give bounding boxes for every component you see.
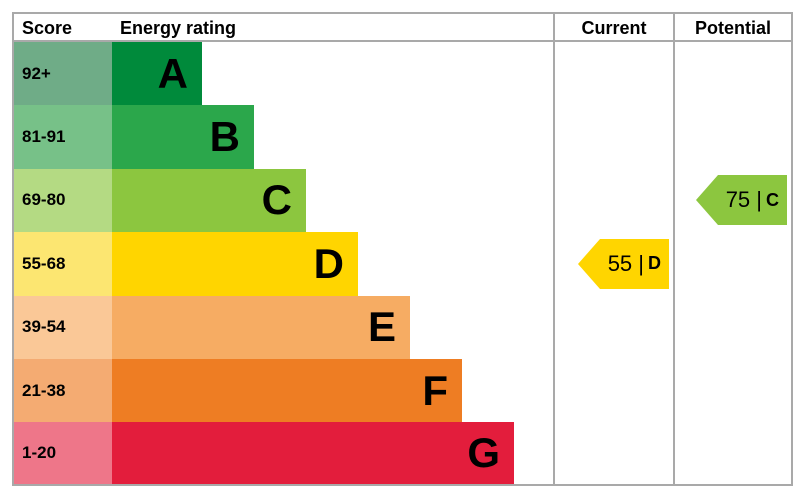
potential-column <box>673 359 793 422</box>
band-score-range: 39-54 <box>12 296 112 359</box>
potential-column <box>673 105 793 168</box>
header-score: Score <box>12 14 112 40</box>
band-bar-cell: F <box>112 359 553 422</box>
band-letter: B <box>210 113 240 161</box>
band-row-d: 55-68D55 | D <box>12 232 793 295</box>
current-column <box>553 422 673 483</box>
bands-container: 92+A81-91B69-80C75 | C55-68D55 | D39-54E… <box>12 42 793 486</box>
band-bar: G <box>112 422 514 483</box>
band-bar: C <box>112 169 306 232</box>
pointer-letter: C <box>766 190 779 211</box>
band-score-range: 92+ <box>12 42 112 105</box>
band-bar-cell: G <box>112 422 553 483</box>
band-bar: F <box>112 359 462 422</box>
pointer-score: 75 | <box>726 187 762 213</box>
band-score-range: 81-91 <box>12 105 112 168</box>
band-letter: E <box>368 303 396 351</box>
band-score-range: 21-38 <box>12 359 112 422</box>
current-column <box>553 105 673 168</box>
band-row-c: 69-80C75 | C <box>12 169 793 232</box>
band-bar-cell: E <box>112 296 553 359</box>
pointer-letter: D <box>648 253 661 274</box>
band-letter: D <box>314 240 344 288</box>
band-row-e: 39-54 E <box>12 296 793 359</box>
pointer-arrow-icon <box>578 239 600 289</box>
band-score-range: 55-68 <box>12 232 112 295</box>
band-letter: C <box>262 176 292 224</box>
potential-column <box>673 422 793 483</box>
band-bar: B <box>112 105 254 168</box>
current-column <box>553 296 673 359</box>
band-bar: A <box>112 42 202 105</box>
band-score-range: 69-80 <box>12 169 112 232</box>
current-column: 55 | D <box>553 232 673 295</box>
potential-column <box>673 232 793 295</box>
potential-column: 75 | C <box>673 169 793 232</box>
band-bar: E <box>112 296 410 359</box>
current-column <box>553 359 673 422</box>
header-rating: Energy rating <box>112 14 553 40</box>
current-pointer: 55 | D <box>578 239 669 289</box>
potential-pointer: 75 | C <box>696 175 787 225</box>
band-row-f: 21-38 F <box>12 359 793 422</box>
header-row: Score Energy rating Current Potential <box>12 12 793 42</box>
epc-energy-chart: Score Energy rating Current Potential 92… <box>12 12 793 488</box>
pointer-body: 55 | D <box>600 239 669 289</box>
band-bar-cell: D <box>112 232 553 295</box>
potential-column <box>673 296 793 359</box>
band-letter: F <box>422 367 448 415</box>
pointer-body: 75 | C <box>718 175 787 225</box>
current-column <box>553 169 673 232</box>
potential-column <box>673 42 793 105</box>
band-bar-cell: B <box>112 105 553 168</box>
pointer-arrow-icon <box>696 175 718 225</box>
current-column <box>553 42 673 105</box>
header-potential: Potential <box>673 14 793 40</box>
band-row-g: 1-20 G <box>12 422 793 485</box>
band-row-a: 92+ A <box>12 42 793 105</box>
band-bar: D <box>112 232 358 295</box>
band-letter: G <box>467 429 500 477</box>
header-current: Current <box>553 14 673 40</box>
band-letter: A <box>158 50 188 98</box>
band-row-b: 81-91 B <box>12 105 793 168</box>
band-score-range: 1-20 <box>12 422 112 483</box>
pointer-score: 55 | <box>608 251 644 277</box>
band-bar-cell: A <box>112 42 553 105</box>
band-bar-cell: C <box>112 169 553 232</box>
